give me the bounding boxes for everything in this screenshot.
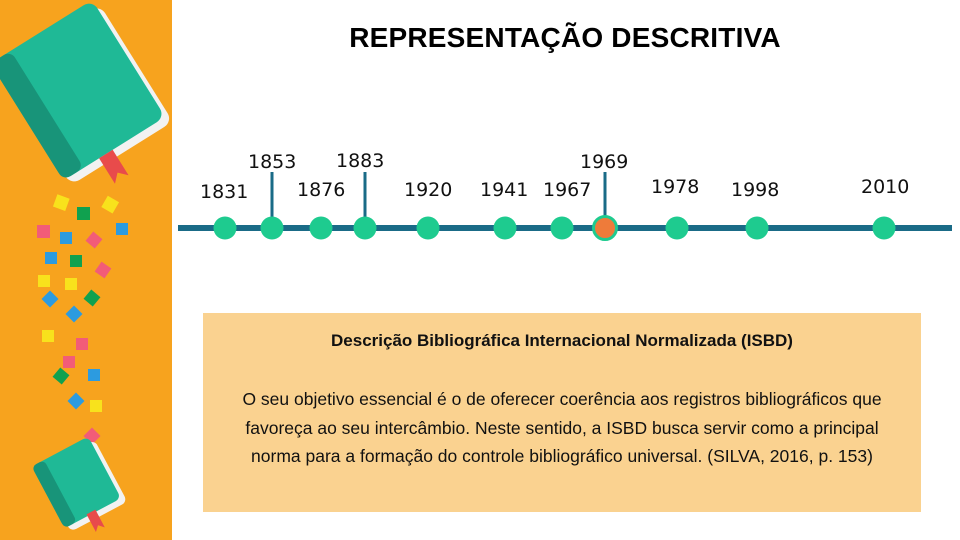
timeline-dot-1883 [353,216,377,240]
timeline-year-label: 2010 [861,176,909,198]
timeline-dot-1876 [309,216,333,240]
decorative-sidebar [0,0,172,540]
timeline-year-label: 1853 [248,151,296,173]
timeline-year-label: 1969 [580,151,628,173]
timeline-dot-1969 [592,215,618,241]
timeline-dot-1853 [260,216,284,240]
timeline-dot-1967 [550,216,574,240]
isbd-info-box: Descrição Bibliográfica Internacional No… [203,313,921,512]
timeline-year-label: 1941 [480,179,528,201]
timeline-dot-1920 [416,216,440,240]
timeline-year-label: 1831 [200,181,248,203]
timeline-year-label: 1978 [651,176,699,198]
timeline-year-label: 1998 [731,179,779,201]
timeline-dot-1998 [745,216,769,240]
info-box-heading: Descrição Bibliográfica Internacional No… [331,331,793,350]
info-box-body: O seu objetivo essencial é o de oferecer… [242,389,882,466]
sidebar-illustration [0,0,172,540]
book-icon [33,438,126,533]
timeline-dot-2010 [872,216,896,240]
timeline-year-label: 1883 [336,150,384,172]
timeline-year-label: 1967 [543,179,591,201]
timeline-dot-1831 [213,216,237,240]
timeline-year-label: 1876 [297,179,345,201]
timeline-dot-1978 [665,216,689,240]
timeline-dot-1941 [493,216,517,240]
timeline-year-label: 1920 [404,179,452,201]
book-icon [0,3,170,184]
page-title: REPRESENTAÇÃO DESCRITIVA [349,22,781,53]
